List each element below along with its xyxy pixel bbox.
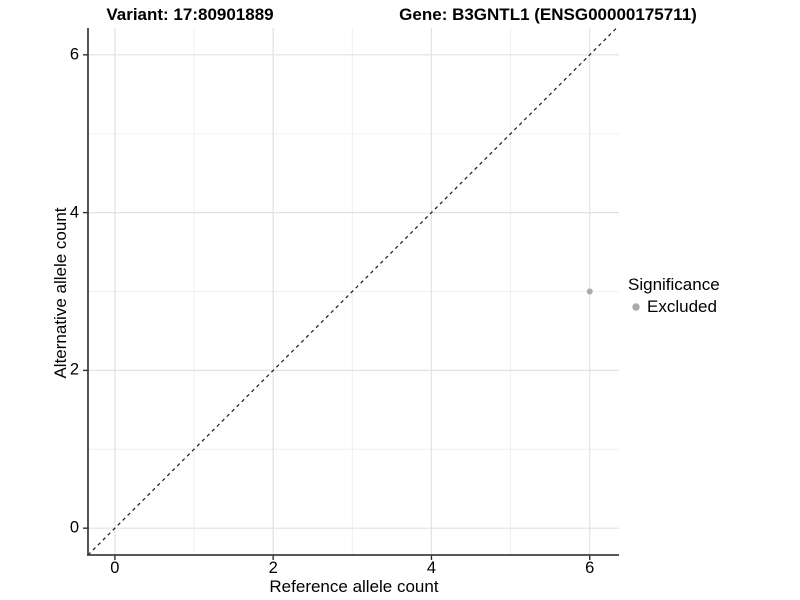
- x-tick-label: 6: [585, 559, 595, 577]
- x-tick-label: 2: [268, 559, 278, 577]
- data-point: [586, 288, 593, 295]
- gene-title: Gene: B3GNTL1 (ENSG00000175711): [399, 5, 697, 24]
- y-tick-label: 4: [69, 203, 79, 222]
- identity-dashed-line: [87, 27, 618, 556]
- y-axis-title: Alternative allele count: [51, 207, 70, 379]
- x-tick-label: 0: [110, 559, 120, 577]
- y-tick-label: 6: [69, 45, 79, 64]
- legend-entry-excluded: Excluded: [628, 297, 720, 317]
- legend-entry-label: Excluded: [647, 297, 717, 316]
- y-tick-label: 2: [69, 360, 79, 379]
- legend-title: Significance: [628, 275, 720, 294]
- legend-key-dot-icon: [632, 303, 640, 311]
- variant-title: Variant: 17:80901889: [106, 5, 274, 24]
- legend-dot: [632, 303, 640, 311]
- x-tick-label: 4: [426, 559, 437, 577]
- legend: Significance Excluded: [628, 275, 720, 317]
- x-axis-title: Reference allele count: [269, 577, 439, 596]
- y-tick-label: 0: [69, 518, 79, 537]
